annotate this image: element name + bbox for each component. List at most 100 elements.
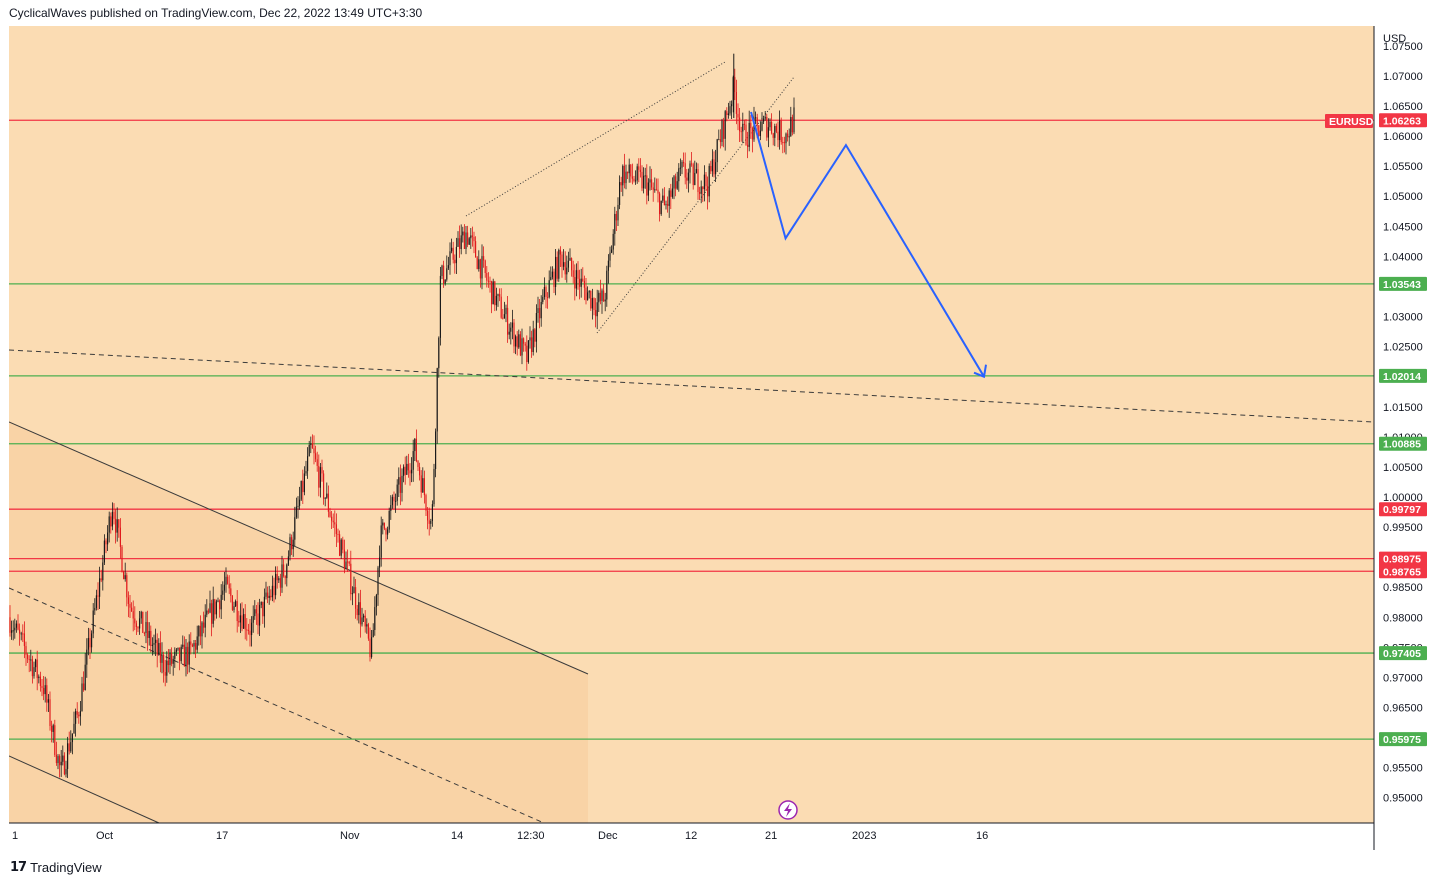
level-price-tag: 0.95975 [1383, 734, 1421, 746]
chart-area[interactable]: USD 1.07500 1.07000 1.06500 1.06000 1.05500 1.… [9, 26, 1429, 850]
candle-body [100, 578, 102, 581]
candle-body [387, 529, 389, 535]
candle-body [380, 525, 382, 558]
candle-body [81, 683, 83, 712]
candle-body [155, 639, 157, 643]
candle-body [779, 120, 781, 141]
level-price-tag-box [1379, 551, 1427, 566]
candle-body [707, 186, 709, 197]
candle-body [518, 334, 520, 348]
candle-body [185, 646, 187, 667]
candle-body [711, 159, 713, 172]
chart-canvas[interactable]: USD1.075001.070001.065001.060001.055001.… [9, 26, 1429, 850]
candle-body [590, 290, 592, 309]
candle-body [567, 260, 569, 268]
candle-body [17, 623, 19, 630]
candle-body [411, 469, 413, 474]
candle-body [455, 246, 457, 264]
candle-body [734, 77, 736, 93]
candle-body [403, 466, 405, 476]
candle-body [425, 495, 427, 511]
candle-body [513, 322, 515, 347]
candle-body [19, 629, 21, 634]
candle-body [598, 292, 600, 303]
candle-body [687, 172, 689, 181]
candle-body [641, 171, 643, 189]
x-tick-label: 21 [765, 830, 777, 842]
candle-body [276, 573, 278, 581]
candle-body [129, 603, 131, 608]
candle-body [329, 511, 331, 517]
candle-body [476, 257, 478, 269]
candle-body [305, 471, 307, 474]
candle-body [236, 601, 238, 622]
candle-body [62, 755, 64, 762]
candle-body [383, 522, 385, 529]
candle-body [158, 642, 160, 655]
candle-body [251, 622, 253, 636]
candle-body [340, 539, 342, 556]
candle-body [92, 610, 94, 634]
candlesticks [9, 53, 795, 779]
candle-body [182, 644, 184, 647]
y-tick-label: 0.98500 [1383, 582, 1423, 594]
candle-body [142, 611, 144, 633]
candle-body [739, 117, 741, 132]
candle-body [524, 343, 526, 346]
candle-body [486, 272, 488, 281]
candle-body [107, 532, 109, 545]
candle-body [39, 676, 41, 687]
candle-body [681, 161, 683, 168]
candle-body [211, 603, 213, 624]
level-price-tag-box [1379, 368, 1427, 383]
candle-body [521, 338, 523, 356]
candle-body [716, 139, 718, 163]
price-tags: 1.06263 1.03543 1.02014 1.00885 0.99797 0.989… [1325, 113, 1427, 747]
candle-body [559, 249, 561, 255]
candle-body [35, 659, 37, 668]
candle-body [364, 615, 366, 627]
candle-body [727, 113, 729, 116]
candle-body [179, 647, 181, 662]
lightning-icon[interactable] [778, 800, 798, 820]
candle-body [153, 642, 155, 645]
candle-body [375, 594, 377, 608]
candle-body [478, 259, 480, 269]
candle-body [95, 595, 97, 608]
candle-body [729, 106, 731, 114]
candle-body [183, 644, 185, 667]
candle-body [323, 473, 325, 499]
candle-body [337, 534, 339, 536]
candle-body [753, 117, 755, 140]
candle-body [172, 658, 174, 664]
candle-body [57, 756, 59, 764]
candle-body [427, 510, 429, 521]
level-price-tag-box [1379, 732, 1427, 747]
candle-body [511, 322, 513, 328]
candle-body [441, 265, 443, 276]
candle-body [230, 588, 232, 596]
candle-body [316, 459, 318, 466]
candle-body [743, 123, 745, 125]
candle-body [750, 122, 752, 129]
candle-body [430, 520, 432, 524]
candle-body [73, 723, 75, 734]
y-tick-label: 1.05000 [1383, 191, 1423, 203]
candle-body [593, 298, 595, 311]
candle-body [84, 664, 86, 691]
candle-body [159, 642, 161, 663]
candle-body [83, 683, 85, 691]
level-price-tag-box [1379, 564, 1427, 579]
y-tick-label: 1.00500 [1383, 462, 1423, 474]
candle-body [516, 336, 518, 348]
candle-body [609, 252, 611, 261]
candle-body [494, 281, 496, 306]
candle-body [791, 117, 793, 133]
candle-body [604, 299, 606, 302]
candle-body [708, 165, 710, 197]
candle-body [449, 251, 451, 266]
candle-body [628, 164, 630, 174]
candle-body [689, 163, 691, 173]
candle-body [14, 627, 16, 631]
candle-body [25, 646, 27, 655]
